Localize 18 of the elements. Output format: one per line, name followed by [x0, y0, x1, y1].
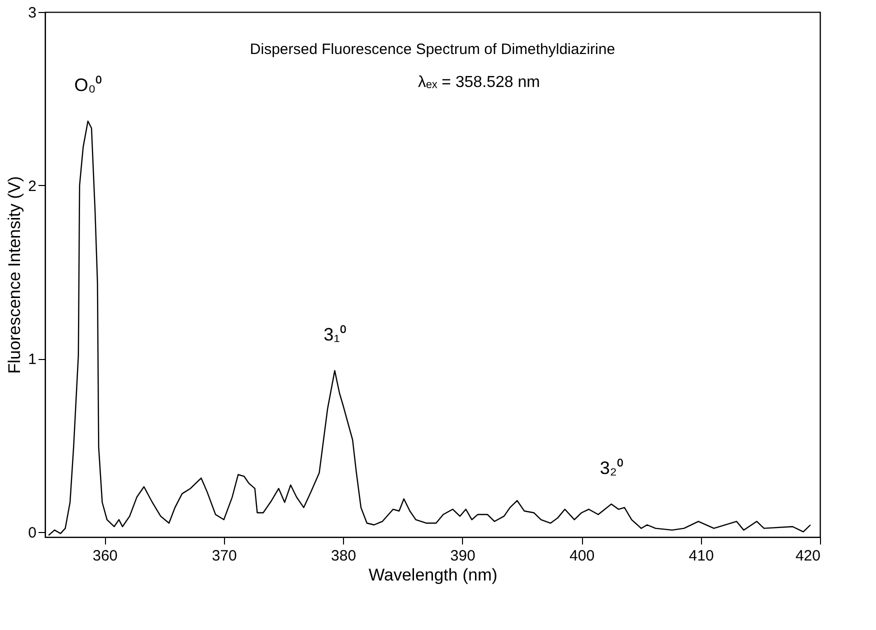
x-tick-label: 380	[331, 548, 356, 564]
x-tick-label: 420	[795, 548, 820, 564]
y-tick-label: 2	[28, 178, 36, 195]
x-tick-label: 410	[688, 548, 714, 564]
x-tick-label: 360	[92, 548, 118, 564]
annotation: λₑₓ = 358.528 nm	[418, 74, 540, 91]
y-tick-label: 0	[28, 524, 36, 542]
x-tick-label: 370	[212, 548, 237, 564]
annotation: O₀⁰	[74, 75, 102, 96]
y-axis-title: Fluorescence Intensity (V)	[5, 176, 24, 374]
annotation: 3₂⁰	[600, 458, 623, 478]
y-tick-label: 3	[28, 4, 36, 22]
y-tick-label: 1	[28, 351, 36, 368]
x-axis-title: Wavelength (nm)	[368, 566, 498, 584]
x-tick-label: 390	[450, 548, 476, 564]
annotation: 3₁⁰	[324, 324, 346, 345]
x-tick-label: 400	[570, 548, 595, 564]
text: Dispersed Fluorescence Spectrum of Dimethyldiazirine	[250, 41, 616, 58]
